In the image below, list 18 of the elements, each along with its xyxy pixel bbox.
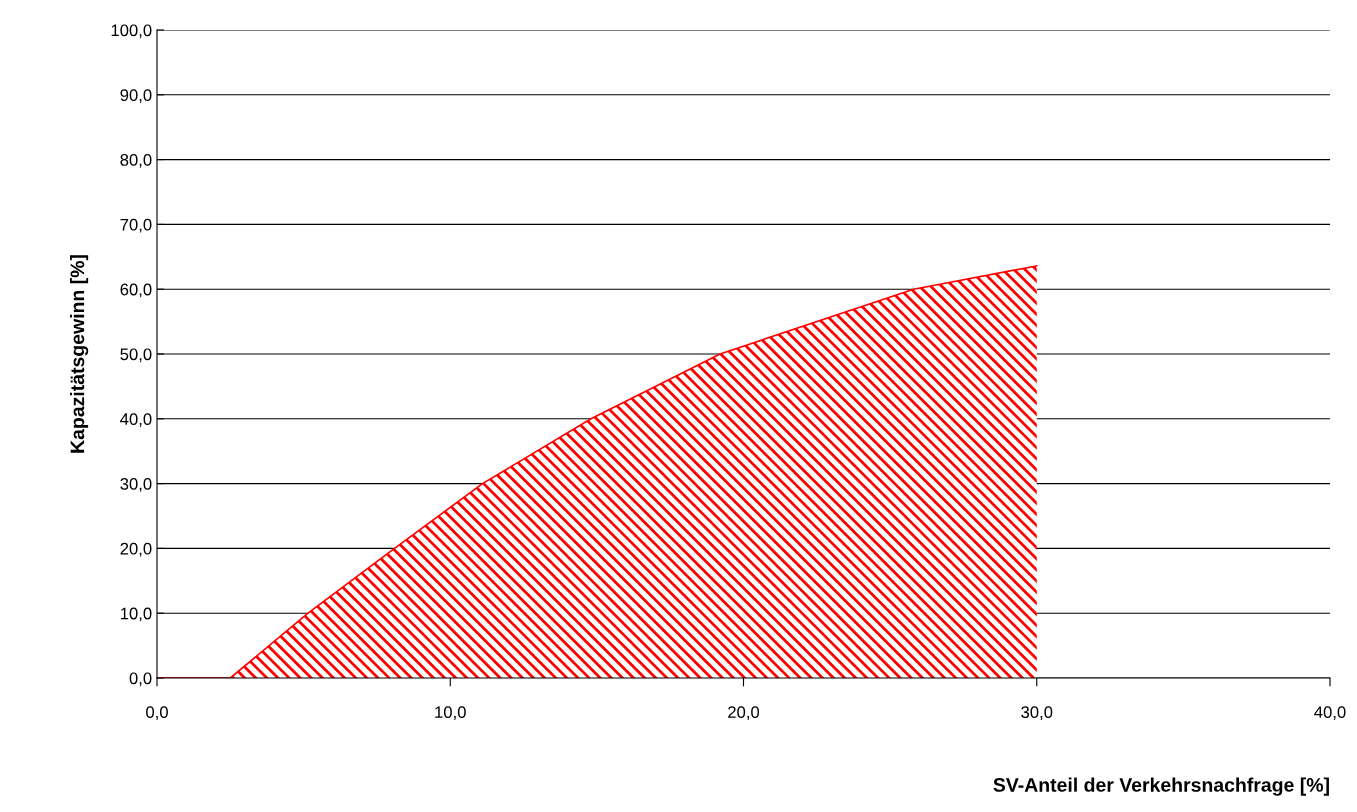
x-tick-label: 0,0	[146, 706, 168, 720]
x-tick-label: 10,0	[435, 706, 466, 720]
y-tick-label: 90,0	[120, 89, 152, 103]
y-tick-label: 0,0	[129, 672, 152, 687]
y-tick-label: 30,0	[120, 478, 152, 492]
y-tick-label: 70,0	[120, 218, 152, 233]
x-axis-title: SV-Anteil der Verkehrsnachfrage [%]	[993, 777, 1329, 796]
y-tick-label: 10,0	[120, 607, 152, 622]
x-tick-label: 20,0	[728, 706, 760, 720]
y-tick-label: 50,0	[120, 348, 152, 363]
y-tick-label: 20,0	[120, 542, 152, 557]
x-tick-label: 40,0	[1314, 706, 1346, 720]
y-tick-label: 60,0	[120, 283, 152, 298]
y-tick-label: 80,0	[120, 154, 152, 168]
y-tick-label: 40,0	[120, 413, 152, 427]
y-tick-label: 100,0	[111, 24, 152, 39]
x-tick-label: 30,0	[1021, 706, 1053, 720]
y-axis-title: Kapazitätsgewinn [%]	[70, 255, 89, 453]
